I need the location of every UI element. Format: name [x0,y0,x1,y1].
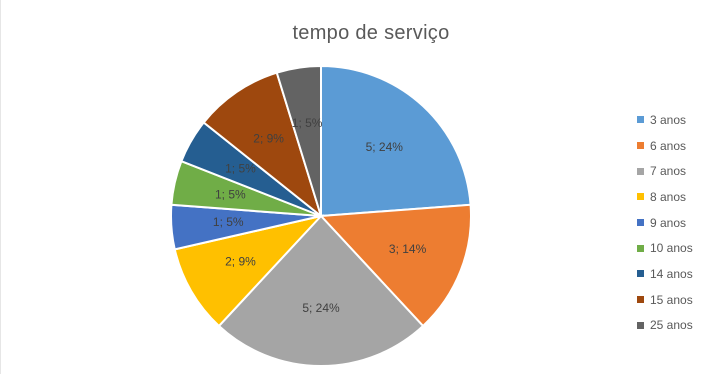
legend-swatch [637,193,644,201]
legend-item: 15 anos [637,287,693,313]
legend-item: 10 anos [637,235,693,261]
legend-swatch [637,321,644,329]
chart-title: tempo de serviço [292,22,450,44]
legend-swatch [637,142,644,150]
data-label-7: 1; 5% [225,162,256,176]
data-label-9: 1; 5% [292,116,323,130]
legend-swatch [637,296,644,304]
pie-slice-1 [320,64,472,218]
legend-label: 9 anos [650,215,687,230]
legend-item: 3 anos [637,107,693,133]
legend-swatch [637,270,644,278]
pie-slice-9 [275,64,322,217]
legend-label: 8 anos [650,189,687,204]
legend-label: 6 anos [650,138,687,153]
pie-slice-4 [173,214,324,328]
legend-label: 15 anos [650,292,693,307]
legend-swatch [637,116,644,124]
data-label-3: 5; 24% [302,301,340,315]
legend-item: 7 anos [637,158,693,184]
legend-item: 14 anos [637,261,693,287]
data-label-8: 2; 9% [253,131,284,145]
legend-item: 6 anos [637,133,693,159]
legend: 3 anos 6 anos 7 anos 8 anos 9 anos 10 anos 14 … [637,107,693,338]
legend-item: 8 anos [637,184,693,210]
legend-swatch [637,244,644,252]
pie-slice-3 [217,214,425,367]
data-label-5: 1; 5% [213,215,244,229]
legend-item: 9 anos [637,210,693,236]
data-label-4: 2; 9% [225,255,256,269]
data-label-1: 5; 24% [366,140,404,154]
legend-label: 25 anos [650,318,693,333]
legend-swatch [637,219,644,227]
legend-label: 14 anos [650,266,693,281]
legend-label: 7 anos [650,164,687,179]
legend-label: 10 anos [650,241,693,256]
legend-label: 3 anos [650,112,687,127]
legend-item: 25 anos [637,313,693,339]
pie-slice-2 [318,203,472,328]
legend-swatch [637,167,644,175]
data-label-2: 3; 14% [389,242,427,256]
data-label-6: 1; 5% [215,187,246,201]
pie-slice-8 [202,71,323,219]
